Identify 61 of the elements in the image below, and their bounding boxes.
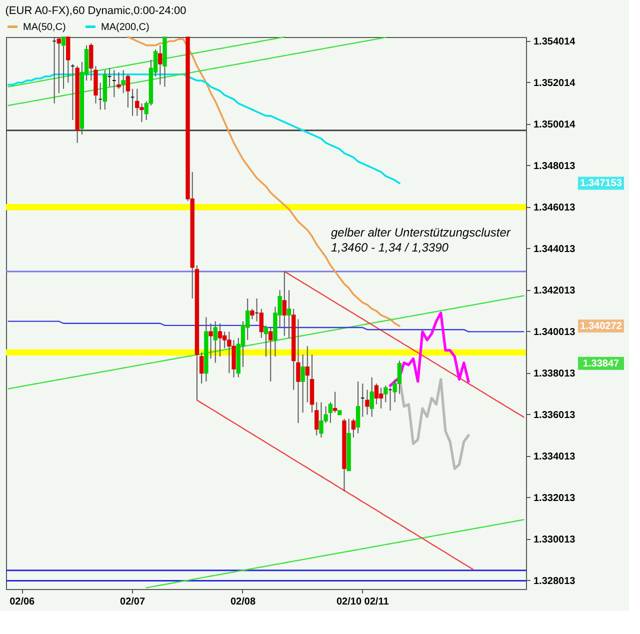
- candlestick: [158, 44, 162, 86]
- text: 1.340272: [580, 321, 622, 332]
- candlestick: [296, 318, 300, 424]
- candlestick: [328, 402, 333, 424]
- text: 1.33847: [582, 358, 620, 370]
- candlestick: [332, 391, 338, 414]
- y-tick-label: 1.338013: [534, 368, 576, 380]
- line-series: [146, 519, 524, 588]
- line-series: [7, 73, 400, 184]
- candlestick: [208, 322, 213, 360]
- y-tick-label: 1.330013: [534, 534, 576, 546]
- x-tick-label: 02/10 02/11: [336, 596, 390, 608]
- candlestick: [126, 74, 130, 108]
- candlestick: [365, 389, 370, 416]
- legend-label: MA(50,C): [23, 22, 66, 33]
- y-tick-label: 1.350014: [534, 119, 576, 130]
- candlestick: [213, 320, 218, 364]
- annotation: gelber alter Unterstützungscluster 1,3460 - 1,34 / 1,3390: [331, 225, 512, 254]
- line-series: [8, 295, 524, 390]
- candlestick: [116, 72, 121, 90]
- candlestick: [89, 42, 94, 82]
- candlestick: [305, 346, 310, 403]
- candlestick: [264, 324, 268, 358]
- text: 1.347153: [580, 178, 622, 190]
- candlestick: [384, 385, 388, 403]
- candlestick: [121, 70, 126, 94]
- y-tick-label: 1.342013: [534, 285, 576, 296]
- y-tick-label: 1.348013: [534, 160, 576, 172]
- y-tick-label: 1.346013: [534, 202, 576, 214]
- x-tick-label: 02/08: [230, 596, 256, 608]
- candlestick: [374, 383, 379, 405]
- y-tick-label: 1.354014: [534, 36, 576, 48]
- x-tick-label: 02/07: [120, 596, 146, 608]
- y-tick-label: 1.352014: [534, 78, 576, 89]
- candlestick: [351, 418, 356, 438]
- line-series: [284, 270, 524, 418]
- line-series: [196, 400, 474, 570]
- candlestick: [286, 290, 292, 338]
- candlestick: [356, 380, 360, 434]
- candlestick: [199, 352, 204, 384]
- candlestick: [314, 402, 319, 436]
- y-tick-label: 1.328013: [534, 576, 576, 587]
- y-tick-label: 1.336013: [534, 410, 576, 421]
- legend-label: MA(200,C): [101, 22, 150, 33]
- candlestick: [250, 308, 254, 320]
- y-tick-label: 1.340013: [534, 326, 576, 338]
- y-tick-label: 1.332013: [534, 492, 576, 504]
- candlestick: [259, 308, 264, 338]
- candlestick: [282, 270, 287, 336]
- x-tick-label: 02/06: [10, 596, 36, 608]
- candlestick: [218, 322, 222, 358]
- candlestick: [370, 376, 374, 418]
- candlestick: [268, 327, 273, 382]
- y-tick-label: 1.334013: [534, 451, 576, 462]
- chart-title: (EUR A0-FX),60 Dynamic,0:00-24:00: [5, 5, 186, 17]
- y-tick-label: 1.344013: [534, 244, 576, 255]
- candlestick: [300, 354, 305, 414]
- candlestick: [378, 387, 384, 409]
- line-series: [8, 36, 286, 88]
- line-series: [388, 312, 470, 387]
- line-series: [8, 36, 386, 106]
